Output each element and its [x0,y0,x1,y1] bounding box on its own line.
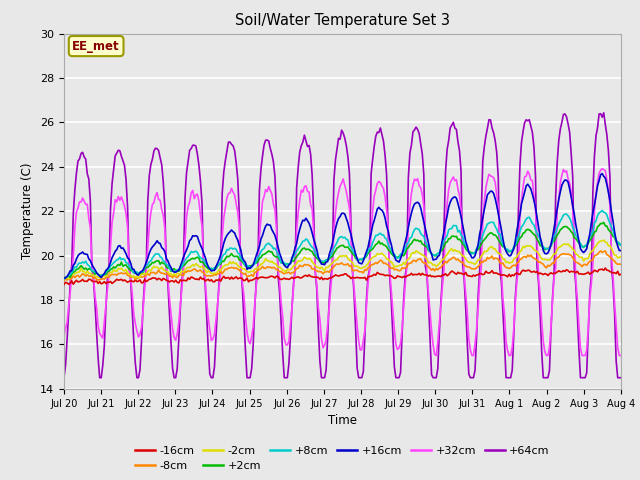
+64cm [228,142,236,147]
-16cm [226,276,234,282]
-2cm [305,255,313,261]
+16cm [586,231,594,237]
+8cm [598,208,606,214]
-8cm [617,262,625,267]
+2cm [305,247,313,252]
Line: +8cm: +8cm [64,211,621,279]
-2cm [65,276,72,282]
-16cm [254,276,262,282]
-16cm [602,265,609,271]
+16cm [244,265,252,271]
+8cm [244,263,252,269]
-2cm [130,273,138,279]
-16cm [617,272,625,277]
-2cm [588,249,595,254]
+32cm [303,189,311,194]
+8cm [586,234,594,240]
-16cm [60,281,68,287]
Line: +64cm: +64cm [64,113,621,378]
-2cm [255,264,263,269]
Text: EE_met: EE_met [72,39,120,53]
+32cm [254,269,262,275]
Line: -8cm: -8cm [64,251,621,280]
+2cm [617,242,625,248]
+64cm [617,375,625,381]
Y-axis label: Temperature (C): Temperature (C) [22,163,35,260]
+64cm [255,187,263,193]
Legend: -16cm, -8cm, -2cm, +2cm, +8cm, +16cm, +32cm, +64cm: -16cm, -8cm, -2cm, +2cm, +8cm, +16cm, +3… [131,441,554,476]
+8cm [129,267,136,273]
+2cm [255,255,263,261]
-8cm [60,277,68,283]
-16cm [303,274,311,279]
+64cm [588,273,595,279]
Line: +32cm: +32cm [64,169,621,356]
-16cm [244,279,252,285]
Title: Soil/Water Temperature Set 3: Soil/Water Temperature Set 3 [235,13,450,28]
+32cm [226,190,234,196]
+64cm [60,374,68,380]
-8cm [254,267,262,273]
+2cm [130,270,138,276]
+8cm [617,242,625,248]
-8cm [129,274,136,280]
-8cm [226,265,234,271]
+16cm [598,171,606,177]
+64cm [130,338,138,344]
+16cm [129,266,136,272]
+2cm [588,235,595,241]
+16cm [226,229,234,235]
Line: +16cm: +16cm [64,174,621,278]
X-axis label: Time: Time [328,414,357,427]
Line: -16cm: -16cm [64,268,621,284]
Line: +2cm: +2cm [64,222,621,278]
Line: -2cm: -2cm [64,240,621,279]
+32cm [129,291,136,297]
+16cm [60,275,68,281]
+64cm [246,375,254,381]
+32cm [598,166,606,172]
+16cm [303,218,311,224]
+64cm [600,110,607,116]
+2cm [61,275,69,281]
+16cm [254,248,262,253]
+8cm [254,254,262,260]
-8cm [596,248,604,254]
-2cm [60,275,68,281]
+2cm [60,275,68,280]
+32cm [433,353,440,359]
+8cm [226,245,234,251]
+32cm [617,353,625,359]
-8cm [586,259,594,264]
+32cm [60,333,68,339]
+8cm [303,237,311,243]
-8cm [244,273,252,279]
+2cm [228,251,236,256]
+2cm [600,219,607,225]
-2cm [617,253,625,259]
+16cm [617,248,625,253]
+32cm [244,338,252,344]
+2cm [246,263,254,268]
-16cm [129,278,136,284]
+8cm [60,276,68,282]
-16cm [586,271,594,277]
-2cm [228,261,236,266]
+64cm [96,375,104,381]
-8cm [303,262,311,267]
-2cm [600,237,607,243]
-2cm [246,269,254,275]
+64cm [305,143,313,148]
+32cm [588,281,595,287]
